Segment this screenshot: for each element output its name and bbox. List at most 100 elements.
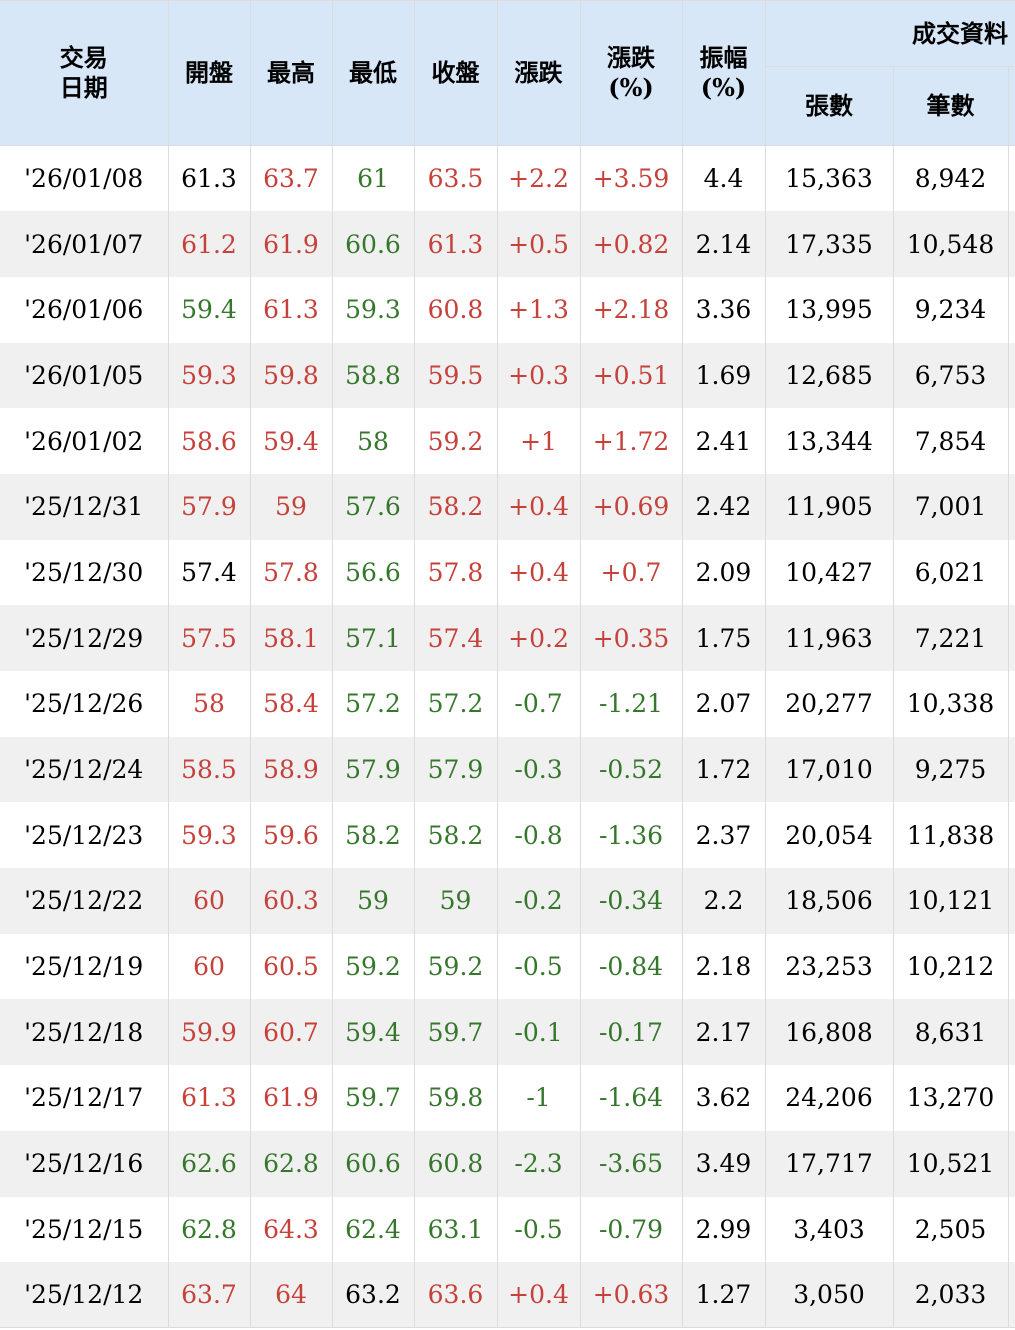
cell-change: +1.3 xyxy=(496,276,581,343)
cell-change_pct: +0.7 xyxy=(579,539,683,606)
col-header-amplitude: 振幅 (%) xyxy=(681,0,766,146)
cell-amplitude: 2.99 xyxy=(681,1196,766,1263)
table-row: '25/12/23 59.3 59.6 58.2 58.2 -0.8 -1.36 2.37 20… xyxy=(0,802,1015,869)
cell-high: 58.4 xyxy=(249,671,333,737)
cell-open: 58.5 xyxy=(167,736,251,803)
cell-change_pct: -1.21 xyxy=(579,671,683,737)
col-header-open: 開盤 xyxy=(167,0,251,146)
table-header-row-top: 交易 日期 開盤 最高 最低 收盤 漲跌 漲跌 (%) 振幅 (%) 成交資料 xyxy=(0,0,1015,146)
cell-lots: 23,253 xyxy=(764,933,894,1000)
cell-amplitude: 2.07 xyxy=(681,671,766,737)
cell-change_pct: +3.59 xyxy=(579,145,683,212)
cell-extra xyxy=(1007,736,1015,803)
cell-extra xyxy=(1007,473,1015,540)
cell-open: 61.2 xyxy=(167,211,251,277)
cell-trades: 10,338 xyxy=(892,671,1009,737)
cell-amplitude: 3.62 xyxy=(681,1065,766,1131)
cell-change: +0.3 xyxy=(496,342,581,409)
cell-high: 57.8 xyxy=(249,539,333,606)
cell-date: '25/12/12 xyxy=(0,1262,169,1329)
cell-low: 61 xyxy=(331,145,415,212)
cell-change_pct: -0.84 xyxy=(579,933,683,1000)
cell-close: 58.2 xyxy=(413,473,498,540)
table-row: '25/12/29 57.5 58.1 57.1 57.4 +0.2 +0.35 1.75 11… xyxy=(0,605,1015,671)
cell-trades: 10,548 xyxy=(892,211,1009,277)
cell-low: 56.6 xyxy=(331,539,415,606)
cell-lots: 11,963 xyxy=(764,605,894,671)
cell-date: '25/12/16 xyxy=(0,1130,169,1197)
cell-extra xyxy=(1007,868,1015,934)
cell-date: '25/12/23 xyxy=(0,802,169,869)
table-row: '25/12/15 62.8 64.3 62.4 63.1 -0.5 -0.79 2.99 3,… xyxy=(0,1196,1015,1263)
table-row: '25/12/24 58.5 58.9 57.9 57.9 -0.3 -0.52 1.72 17… xyxy=(0,736,1015,803)
cell-high: 59 xyxy=(249,473,333,540)
cell-extra xyxy=(1007,671,1015,737)
cell-date: '26/01/05 xyxy=(0,342,169,409)
cell-extra xyxy=(1007,999,1015,1066)
cell-amplitude: 2.17 xyxy=(681,999,766,1066)
cell-high: 61.3 xyxy=(249,276,333,343)
col-header-low: 最低 xyxy=(331,0,415,146)
cell-amplitude: 1.72 xyxy=(681,736,766,803)
cell-high: 59.8 xyxy=(249,342,333,409)
cell-date: '25/12/19 xyxy=(0,933,169,1000)
cell-date: '25/12/29 xyxy=(0,605,169,671)
cell-trades: 2,505 xyxy=(892,1196,1009,1263)
cell-low: 58 xyxy=(331,408,415,474)
col-header-close: 收盤 xyxy=(413,0,498,146)
cell-date: '25/12/26 xyxy=(0,671,169,737)
cell-low: 60.6 xyxy=(331,211,415,277)
table-row: '25/12/16 62.6 62.8 60.6 60.8 -2.3 -3.65 3.49 17… xyxy=(0,1130,1015,1197)
cell-trades: 9,275 xyxy=(892,736,1009,803)
cell-change: -0.1 xyxy=(496,999,581,1066)
cell-open: 63.7 xyxy=(167,1262,251,1329)
cell-trades: 6,021 xyxy=(892,539,1009,606)
col-header-change: 漲跌 xyxy=(496,0,581,146)
cell-low: 57.9 xyxy=(331,736,415,803)
cell-high: 62.8 xyxy=(249,1130,333,1197)
cell-trades: 10,212 xyxy=(892,933,1009,1000)
cell-lots: 24,206 xyxy=(764,1065,894,1131)
cell-change_pct: +0.82 xyxy=(579,211,683,277)
cell-high: 60.7 xyxy=(249,999,333,1066)
cell-open: 58.6 xyxy=(167,408,251,474)
cell-amplitude: 1.75 xyxy=(681,605,766,671)
cell-close: 58.2 xyxy=(413,802,498,869)
cell-extra xyxy=(1007,605,1015,671)
cell-change: +1 xyxy=(496,408,581,474)
cell-extra xyxy=(1007,408,1015,474)
cell-open: 62.8 xyxy=(167,1196,251,1263)
cell-extra xyxy=(1007,1196,1015,1263)
cell-extra xyxy=(1007,802,1015,869)
cell-lots: 17,010 xyxy=(764,736,894,803)
cell-close: 59.2 xyxy=(413,408,498,474)
table-header-row-sub: 張數 筆數 xyxy=(0,66,1015,146)
cell-change: -0.2 xyxy=(496,868,581,934)
cell-date: '26/01/07 xyxy=(0,211,169,277)
cell-high: 63.7 xyxy=(249,145,333,212)
cell-trades: 10,121 xyxy=(892,868,1009,934)
cell-low: 63.2 xyxy=(331,1262,415,1329)
table-row: '25/12/31 57.9 59 57.6 58.2 +0.4 +0.69 2.42 11,9… xyxy=(0,473,1015,540)
cell-trades: 13,270 xyxy=(892,1065,1009,1131)
cell-low: 60.6 xyxy=(331,1130,415,1197)
cell-amplitude: 1.69 xyxy=(681,342,766,409)
cell-high: 60.3 xyxy=(249,868,333,934)
col-header-lots: 張數 xyxy=(765,66,894,146)
cell-change_pct: +1.72 xyxy=(579,408,683,474)
cell-open: 57.9 xyxy=(167,473,251,540)
cell-change: -2.3 xyxy=(496,1130,581,1197)
cell-amplitude: 2.09 xyxy=(681,539,766,606)
cell-low: 59.2 xyxy=(331,933,415,1000)
cell-change: +0.4 xyxy=(496,473,581,540)
cell-open: 59.4 xyxy=(167,276,251,343)
cell-high: 59.4 xyxy=(249,408,333,474)
cell-close: 59.5 xyxy=(413,342,498,409)
table-row: '26/01/08 61.3 63.7 61 63.5 +2.2 +3.59 4.4 15,36… xyxy=(0,145,1015,212)
cell-date: '25/12/17 xyxy=(0,1065,169,1131)
cell-lots: 11,905 xyxy=(764,473,894,540)
cell-high: 64.3 xyxy=(249,1196,333,1263)
cell-change_pct: -0.34 xyxy=(579,868,683,934)
cell-open: 61.3 xyxy=(167,1065,251,1131)
